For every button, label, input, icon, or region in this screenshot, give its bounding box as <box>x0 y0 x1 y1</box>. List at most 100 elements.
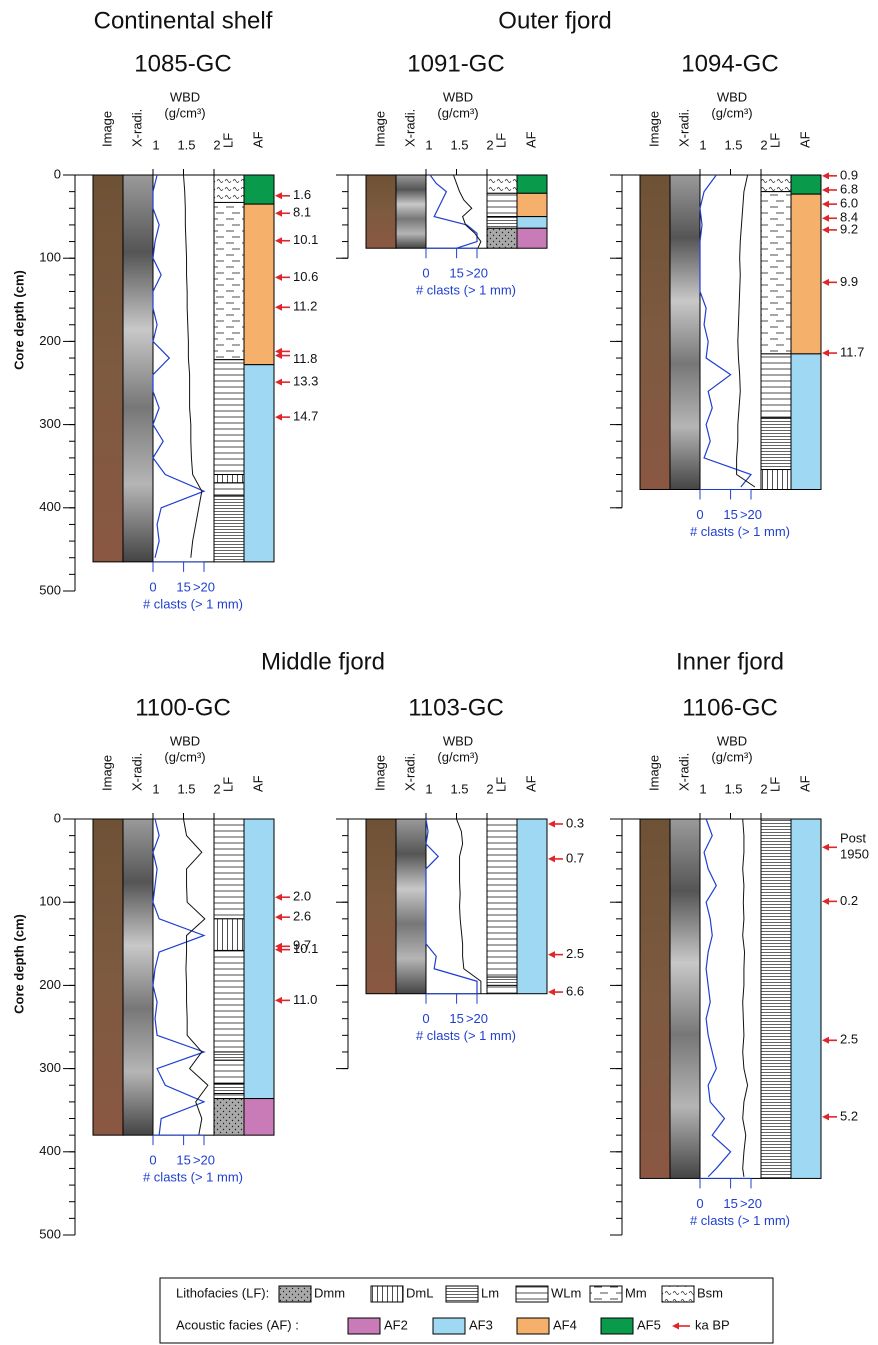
clast-tick-label: 15 <box>449 266 463 281</box>
age-arrowhead <box>822 897 829 905</box>
clast-curve <box>152 818 206 1136</box>
legend-label: AF3 <box>469 1317 493 1332</box>
age-label: 1950 <box>840 847 869 862</box>
column-label: Image <box>99 111 114 147</box>
depth-axis-title: Core depth (cm) <box>11 270 26 370</box>
clast-curve <box>699 174 753 488</box>
column-label: X-radi. <box>402 109 417 147</box>
clast-curve <box>703 818 732 1178</box>
wbd-column <box>699 818 762 1179</box>
lf-unit <box>486 227 518 249</box>
region-title: Continental shelf <box>94 7 273 34</box>
lf-unit <box>213 474 245 484</box>
legend-swatch <box>347 1317 381 1335</box>
age-arrowhead <box>548 820 555 828</box>
lf-unit <box>213 1083 245 1095</box>
age-arrowhead <box>822 214 829 222</box>
clast-tick-label: 0 <box>696 1196 703 1211</box>
wbd-label: WBD <box>443 733 473 748</box>
lf-unit <box>213 201 245 361</box>
column-label: AF <box>523 775 538 792</box>
column-label: Image <box>372 755 387 791</box>
age-arrowhead <box>275 273 282 281</box>
wbd-tick-label: 1 <box>425 137 432 152</box>
clast-axis-title: # clasts (> 1 mm) <box>416 1028 516 1043</box>
lf-unit <box>486 818 518 978</box>
age-label: 6.6 <box>566 983 584 998</box>
af-unit <box>516 174 548 194</box>
legend-label: Bsm <box>697 1285 723 1300</box>
age-arrowhead <box>548 855 555 863</box>
legend-swatch <box>661 1285 695 1303</box>
clast-tick-label: 0 <box>422 266 429 281</box>
af-unit <box>516 192 548 218</box>
lf-unit <box>213 949 245 1053</box>
af-unit <box>790 818 822 1179</box>
wbd-curve <box>742 818 749 1177</box>
age-arrowhead <box>275 352 282 360</box>
xradi-column <box>395 818 427 995</box>
clast-axis-title: # clasts (> 1 mm) <box>690 1213 790 1228</box>
wbd-tick-label: 1 <box>699 781 706 796</box>
wbd-curve <box>183 174 203 558</box>
core-name: 1103-GC <box>408 694 504 721</box>
column-label: AF <box>250 775 265 792</box>
legend-swatch <box>445 1285 479 1303</box>
age-arrowhead <box>275 192 282 200</box>
legend-swatch <box>600 1317 634 1335</box>
region-title: Middle fjord <box>261 648 385 675</box>
legend-arrowhead <box>672 1322 679 1330</box>
age-label: 14.7 <box>293 409 318 424</box>
lf-unit <box>486 976 518 986</box>
depth-tick-label: 300 <box>39 416 61 431</box>
lf-unit <box>213 918 245 951</box>
wbd-tick-label: 2 <box>213 781 220 796</box>
legend-label: ka BP <box>695 1317 730 1332</box>
legend-title: Acoustic facies (AF) : <box>176 1317 299 1332</box>
wbd-curve <box>183 818 209 1136</box>
lf-unit <box>760 417 792 471</box>
core-name: 1094-GC <box>681 50 778 77</box>
core-name: 1085-GC <box>134 50 231 77</box>
af-unit <box>243 364 275 563</box>
age-arrowhead <box>548 988 555 996</box>
depth-tick-label: 100 <box>39 894 61 909</box>
age-arrowhead <box>275 378 282 386</box>
age-label: 11.2 <box>293 299 317 314</box>
af-unit <box>243 1098 275 1136</box>
depth-tick-label: 400 <box>39 1143 61 1158</box>
age-arrowhead <box>275 913 282 921</box>
clast-tick-label: 0 <box>696 507 703 522</box>
wbd-tick-label: 1.5 <box>177 137 195 152</box>
wbd-tick-label: 1.5 <box>450 781 468 796</box>
column-label: Image <box>372 111 387 147</box>
age-label: 11.0 <box>293 992 317 1007</box>
column-label: X-radi. <box>402 753 417 791</box>
legend-swatch <box>589 1285 623 1303</box>
wbd-tick-label: 1 <box>425 781 432 796</box>
age-label: 13.3 <box>293 374 318 389</box>
af-unit <box>243 174 275 205</box>
wbd-label: WBD <box>717 89 747 104</box>
wbd-curve <box>452 174 482 249</box>
legend-label: DmL <box>406 1285 433 1300</box>
clast-tick-label: 0 <box>149 579 156 594</box>
af-unit <box>516 216 548 229</box>
legend-swatch <box>278 1285 312 1303</box>
region-title: Inner fjord <box>676 648 784 675</box>
age-label: 11.8 <box>293 351 317 366</box>
wbd-unit: (g/cm³) <box>437 749 478 764</box>
legend-swatch <box>515 1285 549 1303</box>
xradi-column <box>669 818 701 1179</box>
wbd-tick-label: 1.5 <box>724 137 742 152</box>
age-arrowhead <box>275 237 282 245</box>
column-label: Image <box>99 755 114 791</box>
depth-tick-label: 200 <box>39 333 61 348</box>
image-column <box>639 174 671 490</box>
clast-tick-label: >20 <box>740 1196 762 1211</box>
wbd-unit: (g/cm³) <box>164 749 205 764</box>
region-title: Outer fjord <box>498 7 611 34</box>
age-label: 5.2 <box>840 1108 858 1123</box>
column-label: AF <box>797 131 812 148</box>
